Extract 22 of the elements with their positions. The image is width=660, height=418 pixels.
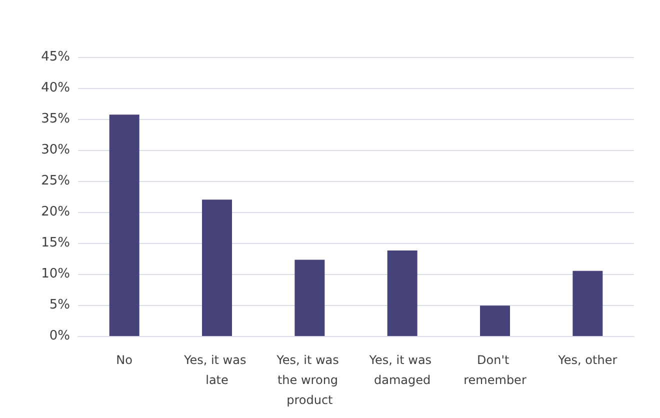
x-tick-label: Yes, it was damaged bbox=[368, 353, 436, 387]
y-tick-label: 40% bbox=[41, 80, 70, 96]
x-tick-label: Yes, it was late bbox=[182, 353, 250, 387]
bar bbox=[480, 306, 510, 336]
y-tick-label: 0% bbox=[49, 328, 70, 344]
bar bbox=[387, 250, 418, 336]
y-tick-label: 5% bbox=[49, 298, 70, 312]
y-tick-label: 30% bbox=[41, 142, 70, 158]
x-tick-label: No bbox=[116, 353, 132, 367]
bar bbox=[202, 200, 232, 336]
x-tick-label: Don't remember bbox=[464, 353, 526, 387]
bar bbox=[294, 260, 325, 336]
y-tick-label: 35% bbox=[41, 112, 70, 126]
y-tick-label: 25% bbox=[41, 174, 70, 188]
x-tick-label: Yes, other bbox=[557, 353, 618, 367]
y-tick-label: 15% bbox=[41, 236, 70, 250]
y-tick-label: 10% bbox=[41, 266, 70, 282]
y-tick-label: 45% bbox=[41, 50, 70, 64]
bar bbox=[109, 114, 140, 336]
bar bbox=[572, 270, 603, 336]
y-tick-label: 20% bbox=[41, 204, 70, 220]
x-tick-label: Yes, it was the wrong product bbox=[276, 353, 343, 407]
